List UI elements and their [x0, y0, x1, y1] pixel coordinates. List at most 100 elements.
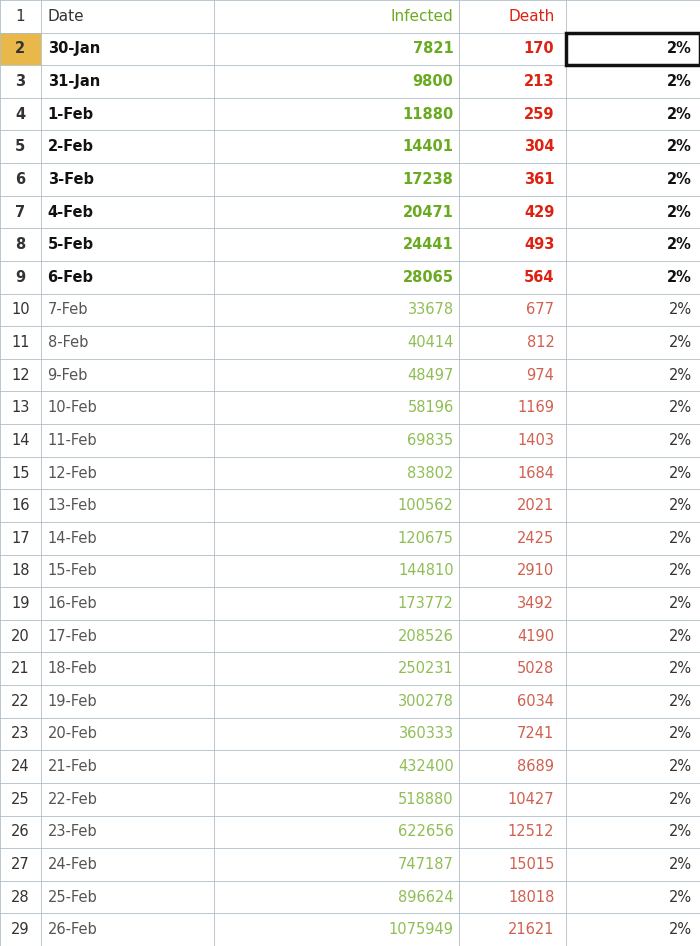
- Bar: [0, 783, 700, 815]
- Text: 30-Jan: 30-Jan: [48, 42, 100, 57]
- Text: 2%: 2%: [668, 792, 692, 807]
- Text: 1075949: 1075949: [389, 922, 454, 937]
- Text: 120675: 120675: [398, 531, 454, 546]
- Text: 7-Feb: 7-Feb: [48, 303, 88, 318]
- Text: 2%: 2%: [666, 74, 692, 89]
- Bar: [0, 718, 700, 750]
- Text: 25-Feb: 25-Feb: [48, 889, 97, 904]
- Text: 213: 213: [524, 74, 554, 89]
- Text: 2%: 2%: [668, 465, 692, 481]
- Text: 29: 29: [11, 922, 29, 937]
- Text: 2%: 2%: [666, 139, 692, 154]
- Text: 27: 27: [11, 857, 29, 872]
- Text: 429: 429: [524, 204, 554, 219]
- Text: 16-Feb: 16-Feb: [48, 596, 97, 611]
- Text: 16: 16: [11, 499, 29, 513]
- Text: 11: 11: [11, 335, 29, 350]
- Text: 2-Feb: 2-Feb: [48, 139, 94, 154]
- Bar: [0, 815, 700, 849]
- Text: 13: 13: [11, 400, 29, 415]
- Text: Date: Date: [48, 9, 84, 24]
- Text: 15015: 15015: [508, 857, 554, 872]
- Text: 26-Feb: 26-Feb: [48, 922, 97, 937]
- Text: 9: 9: [15, 270, 25, 285]
- Text: 7: 7: [15, 204, 25, 219]
- Text: 9-Feb: 9-Feb: [48, 368, 88, 382]
- Text: 677: 677: [526, 303, 554, 318]
- Text: Death: Death: [508, 9, 554, 24]
- Text: 5028: 5028: [517, 661, 554, 676]
- Text: 10: 10: [11, 303, 29, 318]
- Bar: [0, 32, 41, 65]
- Text: 2%: 2%: [668, 824, 692, 839]
- Text: 2%: 2%: [666, 270, 692, 285]
- Text: 3492: 3492: [517, 596, 554, 611]
- Bar: [0, 261, 700, 293]
- Text: 25: 25: [11, 792, 29, 807]
- Text: Infected: Infected: [391, 9, 454, 24]
- Text: 2%: 2%: [668, 531, 692, 546]
- Text: 2%: 2%: [668, 727, 692, 742]
- Text: 12512: 12512: [508, 824, 554, 839]
- Text: 7821: 7821: [413, 42, 454, 57]
- Text: 18-Feb: 18-Feb: [48, 661, 97, 676]
- Text: 18018: 18018: [508, 889, 554, 904]
- Text: 15: 15: [11, 465, 29, 481]
- Text: 17-Feb: 17-Feb: [48, 628, 97, 643]
- Text: 14401: 14401: [402, 139, 454, 154]
- Text: 2%: 2%: [668, 564, 692, 578]
- Text: 23: 23: [11, 727, 29, 742]
- Text: 28065: 28065: [402, 270, 454, 285]
- Bar: [0, 849, 700, 881]
- Text: 15-Feb: 15-Feb: [48, 564, 97, 578]
- Text: 2: 2: [15, 42, 25, 57]
- Bar: [0, 65, 700, 97]
- Bar: [0, 326, 700, 359]
- Bar: [0, 522, 700, 554]
- Text: 1169: 1169: [517, 400, 554, 415]
- Text: 4: 4: [15, 107, 25, 122]
- Text: 5: 5: [15, 139, 25, 154]
- Text: 2%: 2%: [668, 889, 692, 904]
- Text: 2%: 2%: [668, 400, 692, 415]
- Text: 2%: 2%: [668, 693, 692, 709]
- Text: 2%: 2%: [668, 499, 692, 513]
- Bar: [0, 163, 700, 196]
- Text: 896624: 896624: [398, 889, 454, 904]
- Text: 23-Feb: 23-Feb: [48, 824, 97, 839]
- Text: 20: 20: [11, 628, 29, 643]
- Text: 300278: 300278: [398, 693, 454, 709]
- Text: 58196: 58196: [407, 400, 454, 415]
- Text: 493: 493: [524, 237, 554, 253]
- Text: 21621: 21621: [508, 922, 554, 937]
- Text: 6-Feb: 6-Feb: [48, 270, 94, 285]
- Text: 3: 3: [15, 74, 25, 89]
- Bar: [0, 685, 700, 718]
- Bar: [0, 554, 700, 587]
- Text: 432400: 432400: [398, 759, 454, 774]
- Text: 2%: 2%: [668, 628, 692, 643]
- Text: 2%: 2%: [668, 368, 692, 382]
- Text: 2%: 2%: [666, 42, 692, 57]
- Text: 17: 17: [11, 531, 29, 546]
- Text: 19: 19: [11, 596, 29, 611]
- Text: 1684: 1684: [517, 465, 554, 481]
- Text: 2%: 2%: [668, 596, 692, 611]
- Text: 1403: 1403: [517, 433, 554, 447]
- Text: 564: 564: [524, 270, 554, 285]
- Text: 2021: 2021: [517, 499, 554, 513]
- Text: 1-Feb: 1-Feb: [48, 107, 94, 122]
- Text: 2%: 2%: [666, 237, 692, 253]
- Text: 8689: 8689: [517, 759, 554, 774]
- Bar: [0, 489, 700, 522]
- Text: 4-Feb: 4-Feb: [48, 204, 94, 219]
- Text: 24: 24: [11, 759, 29, 774]
- Text: 2%: 2%: [666, 107, 692, 122]
- Bar: [0, 750, 700, 783]
- Bar: [0, 293, 700, 326]
- Text: 2%: 2%: [668, 661, 692, 676]
- Text: 2%: 2%: [668, 759, 692, 774]
- Text: 22: 22: [11, 693, 29, 709]
- Text: 304: 304: [524, 139, 554, 154]
- Text: 6034: 6034: [517, 693, 554, 709]
